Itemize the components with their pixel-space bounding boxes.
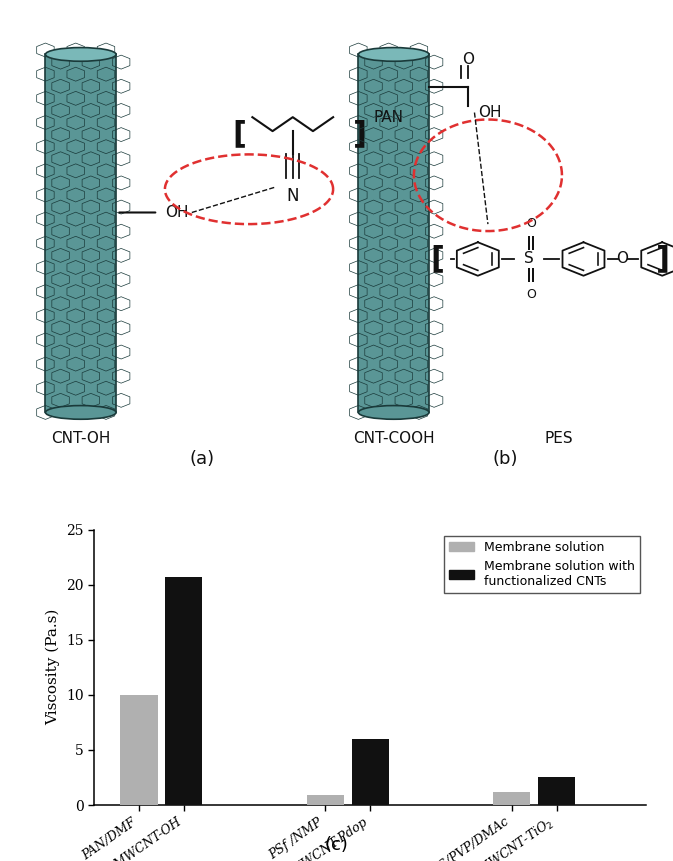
Bar [358,54,429,412]
Ellipse shape [358,406,429,419]
Ellipse shape [45,47,116,61]
Text: O: O [462,52,474,66]
Text: O: O [526,288,536,300]
Text: ]: ] [656,245,670,274]
Text: PES: PES [544,431,573,446]
Bar [45,54,116,412]
Text: CNT-COOH: CNT-COOH [353,431,435,446]
Y-axis label: Viscosity (Pa.s): Viscosity (Pa.s) [46,609,61,726]
Text: (b): (b) [492,450,518,468]
Text: O: O [616,251,629,267]
Bar [351,739,389,805]
Text: OH: OH [478,105,501,120]
Text: CNT-OH: CNT-OH [51,431,110,446]
Text: ]: ] [353,119,367,148]
Text: (a): (a) [189,450,215,468]
Bar [307,795,344,805]
Legend: Membrane solution, Membrane solution with
functionalized CNTs: Membrane solution, Membrane solution wit… [444,536,640,593]
Ellipse shape [358,47,429,61]
Bar [493,792,530,805]
Text: O: O [526,217,536,230]
Bar [165,577,203,805]
Ellipse shape [45,406,116,419]
Text: N: N [287,187,299,205]
Bar [120,695,157,805]
Text: [: [ [431,245,444,274]
Text: S: S [524,251,534,267]
Text: [: [ [232,119,246,148]
Text: PAN: PAN [374,109,404,125]
Text: OH: OH [165,205,188,220]
Bar [538,777,575,805]
Text: (c): (c) [324,836,349,854]
